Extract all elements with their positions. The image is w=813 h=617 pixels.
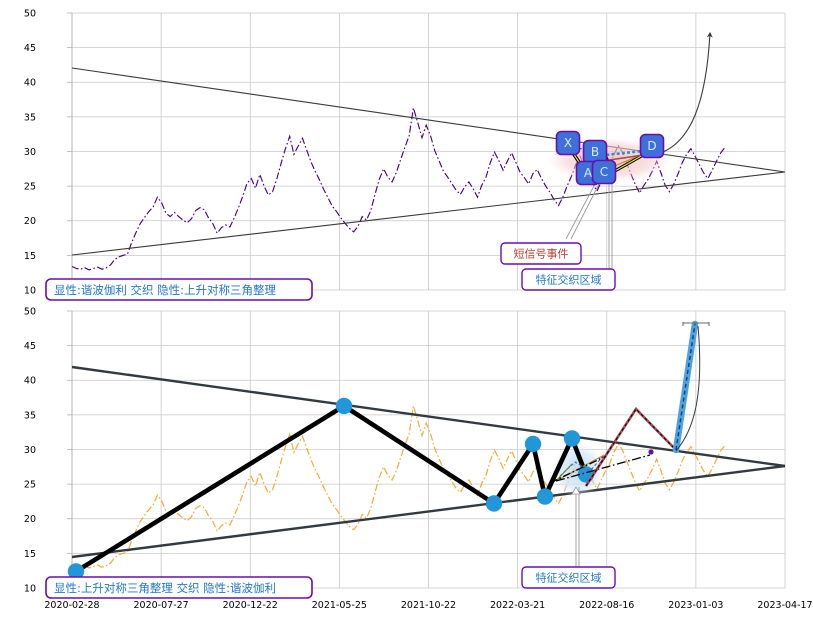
annotation-interweave-top[interactable]: 特征交织区域 [521, 268, 616, 291]
annotation-short-signal-box [500, 242, 582, 265]
harmonic-label-d[interactable]: D [639, 133, 665, 159]
bottom-gridlines [67, 310, 786, 589]
top-legend-box [45, 278, 313, 301]
x-tick-label: 2023-04-17 [757, 600, 812, 611]
top-projection-arrow [662, 31, 713, 153]
zigzag-marker[interactable] [524, 435, 542, 453]
bottom-leader-arrow [571, 486, 581, 495]
bottom-projection-up-dash [675, 323, 696, 451]
y-tick-label: 45 [24, 43, 36, 54]
top-leader-short-signal [565, 183, 600, 240]
annotation-interweave-bottom-box [521, 566, 616, 589]
y-tick-label: 45 [24, 341, 36, 352]
harmonic-label-text: A [584, 166, 593, 180]
y-tick-label: 20 [24, 514, 36, 525]
bottom-y-axis-ticks: 50 45 40 35 30 25 20 15 10 [24, 306, 36, 594]
y-tick-label: 40 [24, 376, 36, 387]
bottom-leader-interweave [575, 487, 580, 568]
x-axis-tick-labels: 2020-02-28 2020-07-27 2020-12-22 2021-05-25… [44, 600, 812, 611]
y-tick-label: 40 [24, 78, 36, 89]
harmonic-label-box [591, 159, 617, 185]
top-harmonic-point-labels: X BA C D [555, 130, 665, 186]
x-tick-label: 2021-05-25 [312, 600, 367, 611]
zigzag-marker[interactable] [536, 488, 554, 505]
harmonic-label-text: B [591, 145, 599, 159]
bottom-lower-trendline [71, 464, 786, 559]
harmonic-label-c[interactable]: C [591, 159, 617, 185]
harmonic-label-text: D [647, 139, 656, 153]
y-tick-label: 25 [24, 182, 36, 193]
bottom-legend-box [45, 576, 313, 599]
bottom-harmonic-skeleton [549, 449, 654, 484]
x-tick-label: 2021-10-22 [401, 600, 456, 611]
y-tick-label: 20 [24, 216, 36, 227]
x-tick-label: 2022-03-21 [490, 600, 545, 611]
bottom-legend-text: 显性:上升对称三角整理 交织 隐性:谐波伽利 [54, 581, 276, 595]
x-tick-label: 2022-08-16 [579, 600, 634, 611]
zigzag-marker[interactable] [485, 495, 503, 512]
top-legend-text: 显性:谐波伽利 交织 隐性:上升对称三角整理 [54, 283, 277, 297]
x-tick-label: 2020-02-28 [44, 600, 99, 611]
bottom-projection-curve [675, 325, 701, 452]
annotation-interweave-bottom[interactable]: 特征交织区域 [521, 566, 616, 589]
zigzag-marker[interactable] [67, 563, 85, 580]
y-tick-label: 50 [24, 306, 36, 317]
harmonic-label-box [555, 130, 581, 156]
top-chart-panel: 50 45 40 35 30 25 20 15 10 X BA C D [24, 8, 786, 301]
bottom-zigzag-markers [67, 397, 595, 580]
harmonic-label-text: X [564, 136, 572, 150]
annotation-interweave-top-text: 特征交织区域 [536, 273, 602, 287]
y-tick-label: 30 [24, 445, 36, 456]
bottom-legend[interactable]: 显性:上升对称三角整理 交织 隐性:谐波伽利 [45, 576, 313, 599]
y-tick-label: 35 [24, 112, 36, 123]
annotation-interweave-top-box [521, 268, 616, 291]
harmonic-label-box [639, 133, 665, 159]
zigzag-marker[interactable] [563, 430, 581, 447]
annotation-interweave-bottom-text: 特征交织区域 [536, 571, 602, 585]
top-legend[interactable]: 显性:谐波伽利 交织 隐性:上升对称三角整理 [45, 278, 313, 301]
y-tick-label: 10 [24, 285, 36, 296]
bottom-upper-trendline [71, 365, 786, 468]
y-tick-label: 30 [24, 147, 36, 158]
bottom-projection-down [584, 406, 677, 487]
x-tick-label: 2020-12-22 [223, 600, 278, 611]
bottom-harmonic-d-point [648, 449, 654, 455]
harmonic-label-text: C [600, 165, 608, 179]
y-tick-label: 15 [24, 251, 36, 262]
x-tick-label: 2023-01-03 [668, 600, 723, 611]
y-tick-label: 35 [24, 410, 36, 421]
y-tick-label: 10 [24, 583, 36, 594]
bottom-price-series [71, 405, 726, 569]
y-tick-label: 15 [24, 549, 36, 560]
y-tick-label: 25 [24, 480, 36, 491]
y-tick-label: 50 [24, 8, 36, 19]
top-leader-interweave [608, 184, 613, 272]
annotation-short-signal[interactable]: 短信号事件 [500, 242, 582, 265]
top-lower-trendline [71, 171, 786, 256]
harmonic-label-x[interactable]: X [555, 130, 581, 156]
annotation-short-signal-text: 短信号事件 [514, 247, 569, 261]
bottom-target-bracket [682, 322, 710, 326]
x-tick-label: 2020-07-27 [134, 600, 189, 611]
top-y-axis-ticks: 50 45 40 35 30 25 20 15 10 [24, 8, 36, 296]
zigzag-marker[interactable] [335, 397, 353, 415]
